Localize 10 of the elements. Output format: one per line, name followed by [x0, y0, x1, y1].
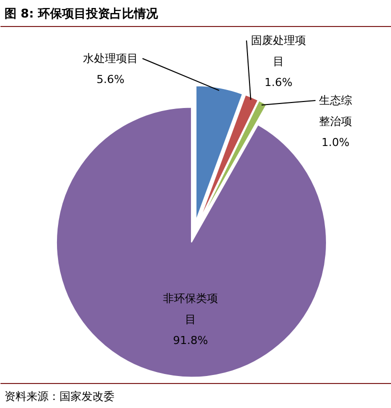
data-label: 1.6%: [264, 76, 292, 89]
data-label: 5.6%: [96, 73, 124, 86]
slice-label: 水处理项目: [83, 52, 138, 65]
text: 资料来源：国家发改委: [4, 390, 114, 403]
slice-label: 固废处理项目: [251, 34, 306, 68]
data-label: 1.0%: [322, 136, 350, 149]
data-label: 91.8%: [173, 334, 208, 347]
slice-label: 生态综整治项: [319, 94, 352, 128]
slice-label: 非环保类项目: [163, 292, 218, 326]
chart-title: 图 8: 环保项目投资占比情况: [4, 6, 160, 20]
